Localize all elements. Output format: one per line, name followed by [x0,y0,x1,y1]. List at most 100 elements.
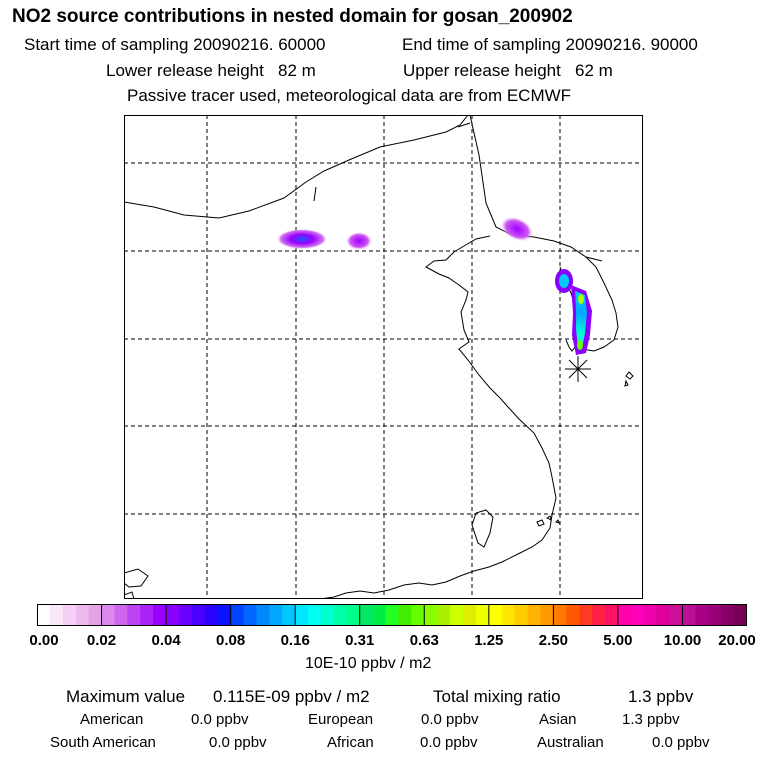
colorbar-cell [721,604,735,626]
region-value: 0.0 ppbv [421,711,479,728]
colorbar-cell [617,604,632,626]
lower-release-value: 82 m [278,61,316,80]
colorbar-cell [450,604,464,626]
colorbar-cell [359,604,374,626]
plume-inner-mongolia-east [346,232,372,250]
colorbar-cell [385,604,400,626]
lower-release-label: Lower release height [106,61,264,80]
colorbar-cell [75,604,90,626]
colorbar-tick-label: 10.00 [663,632,702,649]
colorbar-cell [592,604,606,626]
colorbar-cell [437,604,451,626]
colorbar-cell [204,604,219,626]
colorbar-cell [656,604,671,626]
colorbar-tick-label: 2.50 [538,632,568,649]
colorbar-cell [566,604,580,626]
colorbar-cell [243,604,258,626]
colorbar-cell [605,604,619,626]
colorbar-cell [295,604,309,626]
colorbar-tick-label: 0.08 [215,632,246,649]
concentration-field [277,216,592,355]
colorbar-cell [424,604,438,626]
region-value: 1.3 ppbv [622,711,680,728]
colorbar-cell [514,604,529,626]
region-name: American [80,711,144,728]
colorbar-tick-label: 0.02 [86,632,117,649]
plume-korea-north-core [559,274,569,288]
colorbar-cell [114,604,128,626]
colorbar-cell [463,604,477,626]
colorbar-cell [553,604,567,626]
colorbar-cell [62,604,77,626]
colorbar-cell [643,604,658,626]
region-value: 0.0 ppbv [420,734,478,751]
lower-release-height: Lower release height 82 m [106,61,316,81]
colorbar-cell [579,604,593,626]
colorbar-cell [191,604,206,626]
total-mixing-value: 1.3 ppbv [628,687,694,706]
colorbar-cell [734,604,747,626]
colorbar-cell [540,604,554,626]
receptor-star-icon [565,356,591,382]
colorbar-cell [682,604,696,626]
colorbar-cell [179,604,193,626]
colorbar-tick-label: 0.16 [280,632,310,649]
colorbar-cell [488,604,503,626]
end-time-value: 20090216. 90000 [565,35,698,54]
colorbar-cell [346,604,361,626]
colorbar-cell [37,604,51,626]
colorbar-cell [217,604,232,626]
plume-liaoning [500,216,534,242]
map-panel [124,115,643,599]
region-name: Australian [537,734,604,751]
colorbar-cell [398,604,412,626]
colorbar-tick-label: 5.00 [603,632,633,649]
colorbar-cell [88,604,103,626]
colorbar-units: 10E-10 ppbv / m2 [305,655,432,672]
colorbar-cell [308,604,322,626]
chart-title: NO2 source contributions in nested domai… [12,6,573,27]
colorbar-cell [140,604,154,626]
map-frame [124,115,643,599]
colorbar-cell [230,604,245,626]
colorbar-cell [669,604,684,626]
colorbar-frame [37,604,747,626]
colorbar-cell [321,604,335,626]
colorbar-cell [153,604,167,626]
colorbar-cell [333,604,348,626]
colorbar-tick-label: 0.63 [409,632,439,649]
colorbar-cell [101,604,116,626]
colorbar-tick-label: 0.31 [345,632,375,649]
max-value: 0.115E-09 ppbv / m2 [213,687,370,706]
colorbar [37,604,747,626]
region-value: 0.0 ppbv [191,711,249,728]
colorbar-cell [269,604,283,626]
colorbar-cell [630,604,645,626]
colorbar-cell [475,604,490,626]
plume-korea-peak [578,294,584,304]
colorbar-tick-label: 0.00 [29,632,59,649]
colorbar-cell [411,604,425,626]
end-time-label: End time of sampling [402,35,561,54]
region-value: 0.0 ppbv [652,734,710,751]
passive-tracer-note: Passive tracer used, meteorological data… [127,86,572,105]
colorbar-cell [127,604,141,626]
upper-release-value: 62 m [575,61,613,80]
region-name: Asian [539,711,577,728]
colorbar-tick-label: 0.04 [151,632,181,649]
end-time: End time of sampling 20090216. 90000 [402,35,698,55]
total-mixing-label: Total mixing ratio [433,687,561,706]
plume-korea-band-core [575,291,587,349]
max-value-label: Maximum value [66,687,186,706]
colorbar-cell [282,604,296,626]
start-time: Start time of sampling 20090216. 60000 [24,35,326,55]
upper-release-label: Upper release height [403,61,561,80]
region-name: African [327,734,374,751]
region-name: European [308,711,374,728]
colorbar-cell [372,604,387,626]
colorbar-cell [49,604,64,626]
start-time-label: Start time of sampling [24,35,189,54]
colorbar-cell [695,604,709,626]
upper-release-height: Upper release height 62 m [403,61,613,81]
plume-inner-mongolia-west [277,229,327,249]
